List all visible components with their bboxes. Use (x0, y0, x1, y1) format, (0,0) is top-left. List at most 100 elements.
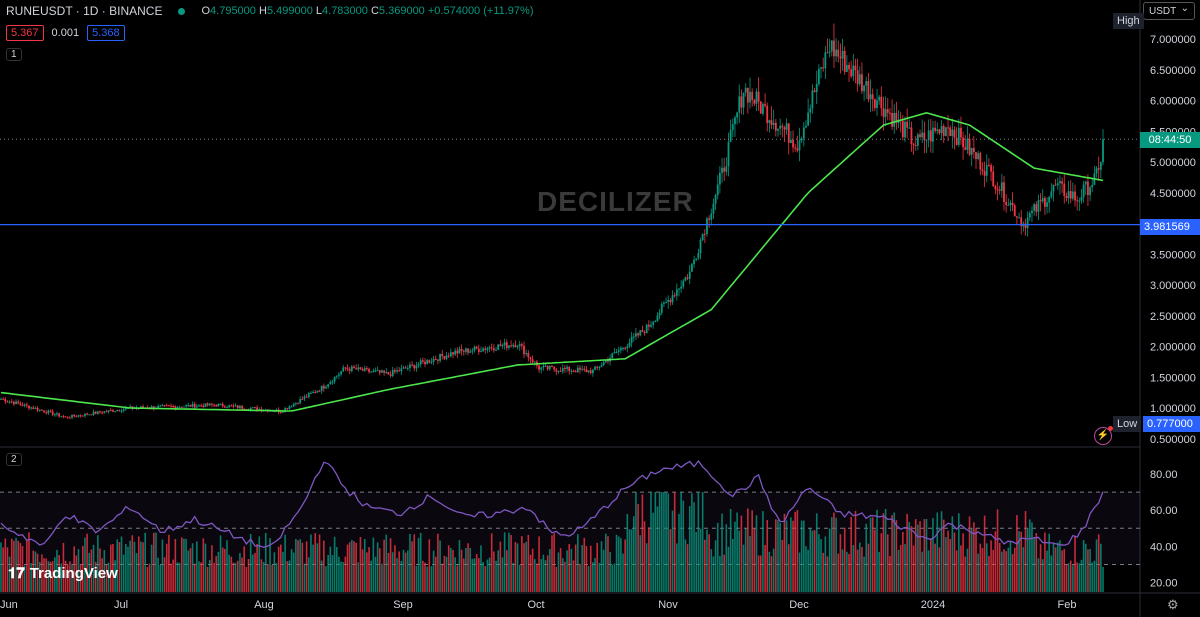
volume-bar (230, 556, 233, 592)
candle-body (718, 172, 721, 185)
volume-bar (109, 544, 112, 592)
candle-body (90, 414, 93, 416)
candle-body (396, 370, 398, 372)
volume-bar (467, 543, 469, 592)
volume-bar (708, 534, 710, 592)
candle-body (583, 368, 586, 370)
volume-bar (663, 492, 665, 592)
tradingview-logo-icon: 𝟏𝟕 (8, 565, 25, 582)
candle-body (568, 366, 571, 372)
candle-body (499, 344, 502, 347)
candle-body (378, 370, 381, 373)
volume-bar (811, 530, 814, 592)
candle-body (415, 365, 418, 369)
candle-body (1007, 204, 1010, 206)
candle-body (508, 345, 510, 348)
volume-bar (966, 548, 969, 592)
candle-body (492, 348, 495, 351)
volume-bar (934, 543, 936, 592)
candle-body (863, 85, 865, 92)
volume-bar (807, 549, 809, 592)
volume-bar (626, 513, 629, 592)
ask-price[interactable]: 5.368 (87, 25, 125, 41)
volume-bar (865, 523, 868, 592)
volume-bar (331, 555, 334, 592)
volume-bar (208, 559, 211, 592)
volume-bar (852, 545, 855, 592)
candle-body (172, 406, 175, 408)
volume-bar (889, 556, 891, 592)
currency-selector[interactable]: USDT ⌄ (1143, 2, 1195, 20)
volume-bar (1080, 559, 1083, 592)
volume-bar (585, 545, 588, 592)
candle-body (564, 368, 566, 370)
volume-bar (267, 564, 269, 592)
candle-body (140, 406, 142, 408)
volume-bar (26, 539, 28, 592)
volume-bar (628, 529, 631, 592)
bid-price[interactable]: 5.367 (6, 25, 44, 41)
candle-body (254, 407, 256, 409)
candle-body (193, 404, 196, 408)
volume-bar (1063, 549, 1066, 592)
candle-body (600, 365, 603, 367)
volume-bar (682, 500, 685, 592)
collapse-main-pane[interactable]: 1 (6, 48, 22, 61)
volume-bar (185, 538, 187, 592)
candle-body (576, 367, 579, 373)
volume-bar (527, 534, 530, 592)
candle-body (79, 415, 82, 417)
volume-bar (402, 549, 405, 592)
volume-bar (43, 558, 45, 592)
volume-bar (719, 555, 721, 592)
collapse-oscillator-pane[interactable]: 2 (6, 453, 22, 466)
volume-bar (1072, 565, 1074, 592)
candle-body (647, 324, 650, 327)
volume-bar (744, 527, 747, 592)
candle-body (286, 408, 289, 410)
candle-body (589, 370, 592, 374)
symbol-title[interactable]: RUNEUSDT · 1D · BINANCE (6, 4, 163, 18)
volume-bar (738, 530, 741, 592)
volume-bar (531, 548, 534, 592)
volume-bar (415, 565, 418, 592)
candle-body (258, 409, 261, 411)
candle-body (292, 403, 295, 407)
volume-bar (180, 537, 183, 592)
lightning-icon[interactable]: ⚡ (1094, 426, 1113, 445)
candle-body (757, 91, 760, 102)
volume-bar (310, 534, 312, 592)
gear-icon[interactable]: ⚙ (1167, 597, 1179, 612)
volume-bar (798, 552, 801, 592)
volume-bar (226, 540, 228, 592)
candle-body (409, 364, 411, 369)
volume-bar (118, 542, 121, 592)
volume-bar (542, 554, 545, 592)
candle-body (301, 398, 304, 400)
rsi-line (0, 459, 1104, 548)
volume-bar (273, 552, 276, 592)
volume-bar (652, 512, 654, 592)
horizontal-line-value[interactable]: 3.981569 (1140, 219, 1200, 235)
candle-body (1020, 217, 1023, 227)
volume-bar (482, 562, 484, 592)
volume-bar (564, 561, 566, 592)
candle-body (686, 277, 689, 279)
candle-body (1037, 200, 1040, 212)
low-value: 0.777000 (1143, 416, 1200, 432)
volume-bar (473, 558, 476, 592)
volume-bar (333, 536, 336, 592)
time-tick-label: Jul (114, 599, 128, 611)
volume-bar (413, 534, 416, 592)
candle-body (587, 370, 590, 373)
tradingview-brand[interactable]: 𝟏𝟕 TradingView (8, 565, 118, 582)
volume-bar (1065, 564, 1068, 592)
volume-bar (777, 520, 779, 592)
volume-bar (1059, 540, 1061, 592)
volume-bar (66, 564, 69, 592)
candle-body (477, 348, 480, 352)
volume-bar (346, 544, 349, 592)
candle-body (402, 367, 405, 369)
volume-bar (551, 535, 553, 592)
